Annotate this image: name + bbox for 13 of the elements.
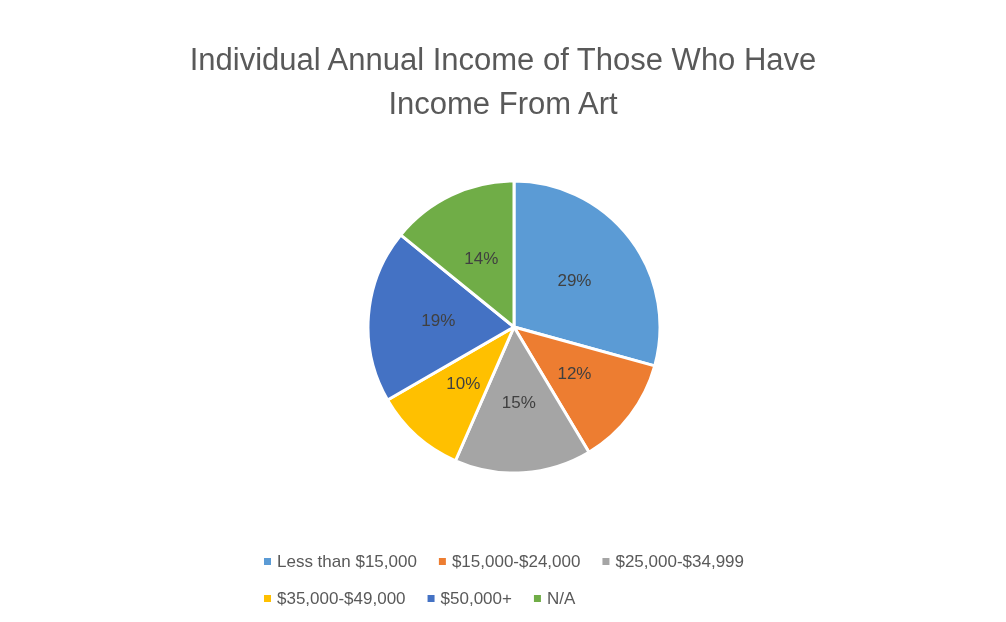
data-label: 15% <box>501 393 536 413</box>
legend-label: $15,000-$24,000 <box>451 552 581 571</box>
data-label: 12% <box>557 363 592 383</box>
legend-label: $50,000+ <box>440 589 512 608</box>
legend-label: N/A <box>546 589 576 608</box>
data-label: 29% <box>557 271 592 291</box>
data-label: 14% <box>464 248 499 268</box>
chart-title: Individual Annual Income of Those Who Have Income From Art <box>189 41 817 121</box>
data-label: 19% <box>421 311 456 331</box>
data-label: 10% <box>446 374 481 394</box>
legend-label: $25,000-$34,999 <box>615 552 745 571</box>
legend-label: $35,000-$49,000 <box>276 589 406 608</box>
legend-label: Less than $15,000 <box>276 552 417 571</box>
